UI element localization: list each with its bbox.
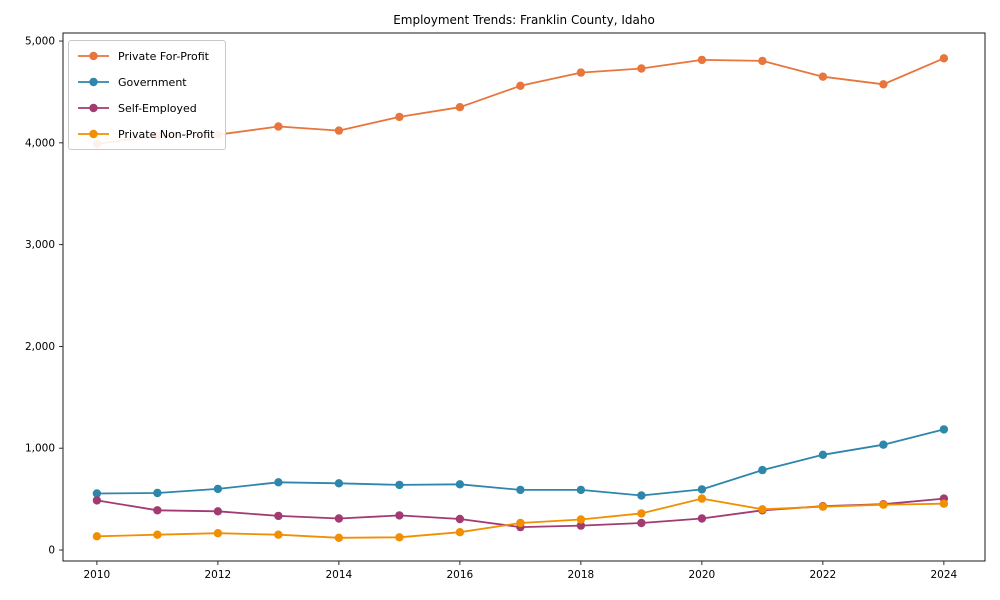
- legend: Private For-Profit Government Self-Employe…: [68, 40, 227, 150]
- data-point-government: [939, 425, 949, 434]
- data-point-self-employed: [697, 514, 707, 523]
- data-point-self-employed: [637, 518, 646, 528]
- x-tick-label: 2010: [84, 569, 111, 581]
- data-point-self-employed: [334, 514, 344, 523]
- legend-label: Private Non-Profit: [118, 127, 215, 141]
- data-point-self-employed: [274, 511, 283, 521]
- data-point-private-non-profit: [395, 533, 404, 542]
- data-point-private-non-profit: [758, 505, 767, 514]
- data-point-private-non-profit: [274, 530, 283, 539]
- legend-label: Self-Employed: [118, 101, 197, 115]
- data-point-private-non-profit: [697, 494, 707, 503]
- data-point-government: [153, 488, 162, 498]
- data-point-government: [516, 485, 525, 495]
- data-point-private-non-profit: [92, 532, 102, 541]
- data-point-government: [818, 450, 828, 459]
- legend-swatch-icon: [78, 129, 109, 139]
- x-tick-label: 2014: [326, 569, 353, 581]
- x-tick-label: 2022: [809, 569, 836, 581]
- y-tick-label: 5,000: [25, 36, 55, 48]
- data-point-government: [455, 480, 465, 489]
- legend-label: Private For-Profit: [118, 49, 209, 63]
- y-tick-label: 3,000: [25, 239, 55, 251]
- data-point-private-for-profit: [274, 122, 283, 131]
- data-point-government: [697, 485, 707, 494]
- x-tick-label: 2018: [568, 569, 595, 581]
- data-point-private-non-profit: [939, 499, 949, 508]
- data-point-private-non-profit: [455, 528, 465, 537]
- data-point-private-non-profit: [637, 509, 646, 518]
- x-tick-label: 2024: [930, 569, 957, 581]
- legend-swatch-icon: [78, 77, 109, 87]
- legend-item-government: Government: [77, 75, 214, 89]
- data-point-government: [274, 478, 283, 487]
- data-point-government: [334, 479, 344, 488]
- data-point-private-non-profit: [334, 533, 344, 542]
- data-point-private-non-profit: [879, 500, 888, 509]
- data-point-private-for-profit: [395, 112, 404, 122]
- data-point-government: [576, 485, 586, 495]
- data-point-self-employed: [213, 507, 223, 516]
- data-point-government: [879, 440, 888, 449]
- y-tick-label: 2,000: [25, 341, 55, 353]
- y-tick-label: 1,000: [25, 443, 55, 455]
- data-point-self-employed: [576, 521, 586, 530]
- series-line-private-non-profit: [96, 497, 944, 539]
- data-point-private-for-profit: [697, 55, 707, 65]
- x-tick-label: 2016: [447, 569, 474, 581]
- data-point-government: [758, 465, 767, 475]
- data-point-private-non-profit: [818, 502, 828, 511]
- data-point-private-for-profit: [879, 80, 888, 89]
- data-point-private-for-profit: [455, 103, 465, 112]
- data-point-government: [637, 491, 646, 500]
- data-point-government: [395, 480, 404, 490]
- data-point-private-non-profit: [213, 529, 223, 538]
- data-point-private-for-profit: [818, 72, 828, 81]
- data-point-government: [213, 484, 223, 494]
- x-tick-label: 2012: [205, 569, 232, 581]
- data-point-self-employed: [395, 511, 404, 520]
- data-point-private-for-profit: [576, 68, 586, 77]
- legend-label: Government: [118, 75, 187, 89]
- data-point-government: [92, 489, 102, 498]
- data-point-private-for-profit: [758, 56, 767, 66]
- chart-title: Employment Trends: Franklin County, Idah…: [393, 13, 655, 27]
- data-point-private-non-profit: [516, 518, 525, 528]
- legend-swatch-icon: [78, 51, 109, 61]
- data-point-private-for-profit: [637, 64, 646, 73]
- x-tick-label: 2020: [688, 569, 715, 581]
- y-tick-label: 4,000: [25, 137, 55, 149]
- series-line-government: [96, 428, 945, 497]
- data-point-private-non-profit: [153, 530, 162, 539]
- legend-item-private-non-profit: Private Non-Profit: [77, 127, 214, 141]
- data-point-self-employed: [92, 496, 102, 505]
- data-point-private-for-profit: [516, 81, 525, 91]
- data-point-self-employed: [153, 506, 162, 515]
- legend-item-self-employed: Self-Employed: [77, 101, 214, 115]
- legend-swatch-icon: [78, 103, 109, 113]
- data-point-self-employed: [455, 514, 465, 524]
- data-point-private-non-profit: [576, 515, 586, 524]
- data-point-private-for-profit: [939, 54, 949, 63]
- data-point-private-for-profit: [334, 126, 344, 135]
- plot-border: [62, 32, 986, 562]
- y-tick-label: 0: [48, 545, 55, 557]
- legend-item-private-for-profit: Private For-Profit: [77, 49, 214, 63]
